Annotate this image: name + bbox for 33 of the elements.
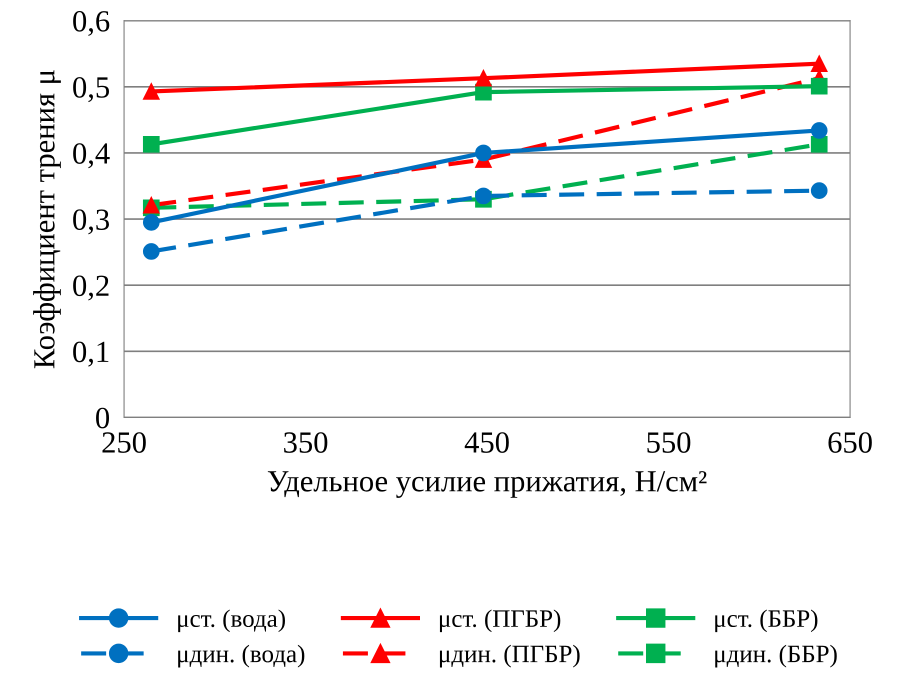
y-tick-label: 0,2 <box>73 275 108 300</box>
y-tick-label: 0,4 <box>73 143 110 168</box>
point <box>810 136 828 153</box>
point <box>142 196 160 214</box>
point <box>810 55 828 72</box>
point <box>475 188 492 204</box>
point <box>475 144 492 162</box>
x-tick-label: 650 <box>828 432 872 453</box>
point <box>142 136 160 153</box>
y-tick-label: 0,6 <box>73 10 110 36</box>
point <box>810 122 828 139</box>
y-tick-label: 0,5 <box>73 77 109 102</box>
x-tick-label: 450 <box>464 432 509 453</box>
point <box>142 83 160 100</box>
point <box>142 243 160 260</box>
y-tick-label: 0,3 <box>73 209 109 234</box>
x-axis-title: Удельное усилие прижатия, Н/см² <box>268 471 707 498</box>
legend-label: μст. (вода) <box>178 609 285 632</box>
y-tick-label: 0 <box>96 408 110 428</box>
x-tick-label: 350 <box>284 432 328 453</box>
point <box>142 214 160 231</box>
point <box>475 70 492 87</box>
legend-label: μст. (ПГБР) <box>440 609 560 632</box>
legend-label: μст. (ББР) <box>715 609 818 632</box>
y-tick-label: 0,1 <box>73 342 108 367</box>
x-tick-label: 250 <box>102 432 146 453</box>
x-tick-label: 550 <box>647 432 690 453</box>
point <box>810 182 828 199</box>
legend-label: μдин. (вода) <box>178 644 304 668</box>
legend-label: μдин. (ПГБР) <box>440 644 580 668</box>
legend-label: μдин. (ББР) <box>715 644 837 668</box>
point <box>810 78 828 94</box>
y-axis-title: Коэффициент трения μ <box>33 70 61 368</box>
